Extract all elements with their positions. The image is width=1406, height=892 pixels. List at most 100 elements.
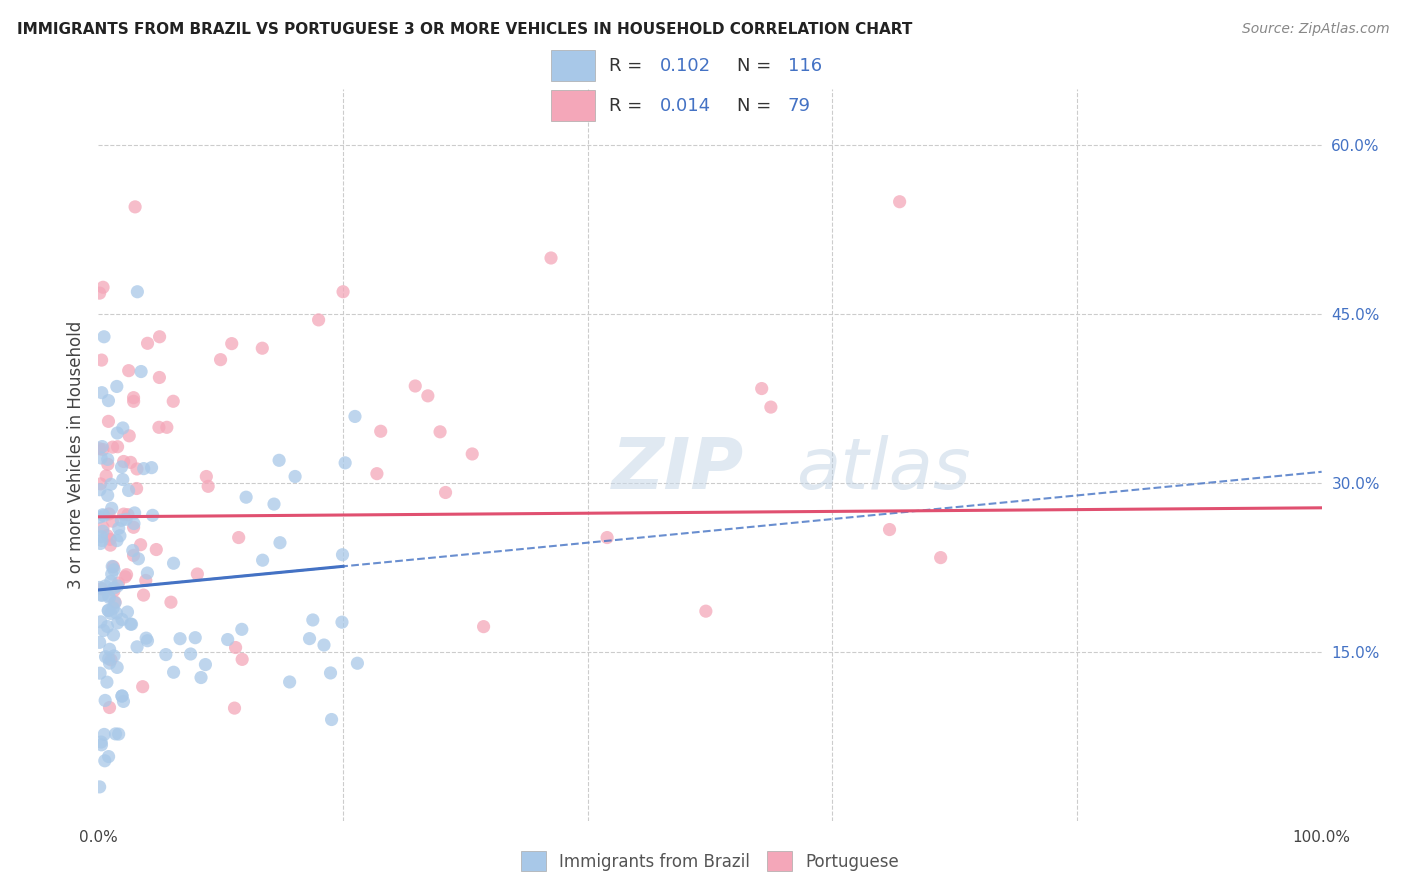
Point bbox=[118, 364, 141, 378]
Point bbox=[122, 394, 145, 409]
Point bbox=[91, 520, 114, 534]
Point bbox=[89, 483, 111, 497]
Point bbox=[263, 497, 285, 511]
Point bbox=[89, 286, 111, 301]
Point bbox=[98, 533, 121, 547]
Point bbox=[404, 379, 426, 393]
Point bbox=[89, 536, 111, 550]
Point bbox=[125, 640, 148, 654]
Point bbox=[330, 615, 353, 630]
Text: 0.014: 0.014 bbox=[659, 96, 710, 115]
Text: atlas: atlas bbox=[796, 435, 970, 504]
Point bbox=[100, 653, 122, 667]
Point bbox=[131, 680, 153, 694]
Point bbox=[319, 665, 342, 680]
Point bbox=[100, 477, 122, 491]
Text: N =: N = bbox=[737, 56, 778, 75]
Point bbox=[91, 440, 114, 454]
Point bbox=[103, 559, 125, 574]
Point bbox=[695, 604, 717, 618]
Point bbox=[122, 549, 145, 563]
Point bbox=[90, 582, 112, 596]
Point bbox=[112, 454, 135, 468]
Point bbox=[105, 660, 128, 674]
Point bbox=[100, 607, 122, 621]
Point bbox=[195, 469, 218, 483]
Point bbox=[127, 285, 149, 299]
Bar bbox=[551, 50, 595, 81]
Point bbox=[148, 420, 170, 434]
Point bbox=[156, 420, 179, 434]
Point bbox=[89, 635, 111, 649]
Point bbox=[117, 483, 139, 498]
Point bbox=[103, 563, 125, 577]
Point bbox=[135, 631, 157, 645]
Point bbox=[301, 613, 323, 627]
Bar bbox=[551, 90, 595, 121]
Text: 79: 79 bbox=[787, 96, 811, 115]
Point bbox=[96, 529, 118, 543]
Point bbox=[103, 648, 125, 663]
Point bbox=[89, 780, 111, 794]
Point bbox=[321, 713, 343, 727]
Point bbox=[472, 620, 495, 634]
Point bbox=[209, 352, 232, 367]
Point bbox=[90, 353, 112, 368]
Point bbox=[94, 649, 117, 664]
Point bbox=[115, 512, 138, 526]
Point bbox=[269, 453, 291, 467]
Point bbox=[122, 516, 145, 531]
Point bbox=[110, 459, 132, 474]
Point bbox=[98, 507, 121, 521]
Point bbox=[879, 523, 901, 537]
Point bbox=[298, 632, 321, 646]
Point bbox=[112, 507, 135, 521]
Point bbox=[94, 469, 117, 483]
Point bbox=[98, 642, 121, 657]
Point bbox=[186, 566, 208, 581]
Point bbox=[111, 689, 134, 703]
Point bbox=[235, 490, 257, 504]
Point bbox=[540, 251, 562, 265]
Point bbox=[142, 508, 165, 523]
Point bbox=[284, 469, 307, 483]
Point bbox=[94, 579, 117, 593]
Point bbox=[252, 553, 274, 567]
Point bbox=[93, 508, 115, 523]
Point bbox=[91, 524, 114, 539]
Point bbox=[91, 588, 114, 602]
Point bbox=[91, 280, 114, 294]
Point bbox=[96, 675, 118, 690]
Point bbox=[111, 421, 134, 435]
Point bbox=[434, 485, 457, 500]
Point bbox=[111, 689, 134, 703]
Point bbox=[132, 461, 155, 475]
Point bbox=[97, 604, 120, 618]
Point bbox=[115, 567, 138, 582]
Point bbox=[100, 501, 122, 516]
Point bbox=[121, 617, 143, 632]
Point bbox=[162, 394, 184, 409]
Point bbox=[136, 566, 159, 580]
Point bbox=[89, 442, 111, 456]
Point bbox=[114, 570, 136, 584]
Point bbox=[149, 330, 172, 344]
Point bbox=[96, 619, 118, 633]
Point bbox=[125, 482, 148, 496]
Point bbox=[103, 581, 125, 595]
Point bbox=[93, 330, 115, 344]
Point bbox=[132, 588, 155, 602]
Point bbox=[107, 615, 129, 630]
Point bbox=[89, 581, 111, 595]
Point bbox=[252, 341, 274, 355]
Point bbox=[111, 473, 134, 487]
Point bbox=[100, 567, 122, 582]
Point bbox=[122, 391, 145, 405]
Point bbox=[110, 513, 132, 527]
Point bbox=[107, 576, 129, 591]
Point bbox=[111, 612, 134, 626]
Point bbox=[103, 583, 125, 598]
Point bbox=[97, 749, 120, 764]
Point bbox=[224, 701, 246, 715]
Point bbox=[112, 694, 135, 708]
